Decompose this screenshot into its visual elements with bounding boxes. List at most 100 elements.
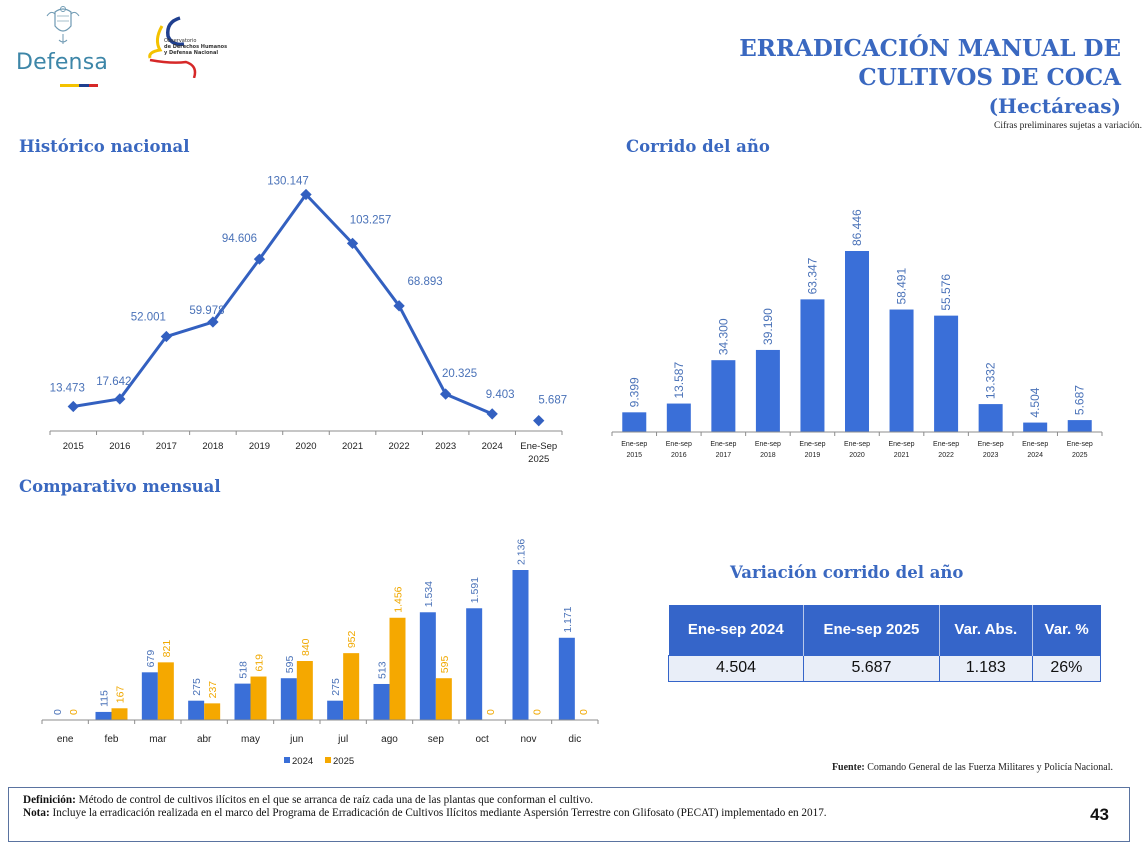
historico-x-tick-label: 2021	[342, 441, 363, 452]
historico-point-marker	[207, 316, 219, 328]
source-label: Fuente:	[831, 762, 865, 773]
mensual-bar-2024	[466, 608, 483, 720]
mensual-x-tick-label: dic	[568, 734, 581, 745]
note-text: Incluye la erradicación realizada en el …	[49, 807, 827, 819]
mensual-data-label-2025: 619	[254, 654, 266, 672]
corrido-x-tick-label: 2019	[805, 452, 821, 459]
mensual-x-tick-label: jun	[289, 734, 303, 745]
note-label: Nota:	[23, 807, 50, 819]
mensual-data-label-2025: 0	[485, 709, 497, 715]
observatorio-line-3: y Defensa Nacional	[164, 50, 219, 56]
corrido-x-tick-label: Ene-sep	[889, 441, 915, 448]
historico-x-tick-label: 2016	[109, 441, 130, 452]
variation-table-row: 4.504 5.687 1.183 26%	[667, 654, 1102, 682]
historico-x-tick-label: Ene-Sep	[520, 441, 557, 452]
historico-data-label: 59.978	[189, 305, 224, 317]
observatorio-line-1: Observatorio	[164, 38, 197, 44]
page-title-line-2: CULTIVOS DE COCA	[858, 64, 1121, 91]
value-var-abs: 1.183	[938, 654, 1033, 682]
mensual-bar-2024	[234, 683, 251, 720]
mensual-data-label-2025: 237	[207, 681, 219, 699]
historico-point-marker	[160, 330, 173, 343]
mensual-data-label-2024: 115	[99, 690, 111, 707]
defensa-logo: Defensa	[16, 4, 126, 94]
mensual-x-tick-label: nov	[520, 734, 536, 745]
corrido-data-label: 13.332	[984, 362, 998, 399]
mensual-data-label-2025: 167	[115, 686, 127, 704]
mensual-data-label-2024: 2.136	[516, 539, 528, 565]
corrido-x-tick-label: Ene-sep	[1067, 441, 1093, 448]
mensual-x-tick-label: oct	[475, 734, 489, 745]
mensual-data-label-2024: 595	[284, 656, 296, 674]
corrido-data-label: 9.399	[627, 377, 641, 407]
mensual-data-label-2024: 275	[330, 678, 342, 696]
header-ene-sep-2024: Ene-sep 2024	[668, 605, 804, 655]
colombia-flag-stripe	[60, 84, 98, 87]
historico-x-tick-label: 2022	[389, 441, 410, 452]
historico-series-line	[73, 193, 493, 416]
mensual-data-label-2025: 1.456	[393, 586, 405, 612]
source-note: Fuente: Comando General de las Fuerza Mi…	[832, 762, 1113, 773]
mensual-data-label-2024: 0	[52, 709, 64, 715]
corrido-x-tick-label: 2025	[1072, 452, 1088, 459]
mensual-bar-2025	[250, 676, 267, 720]
mensual-data-label-2024: 679	[145, 650, 157, 668]
corrido-bar	[755, 349, 780, 432]
value-var-pct: 26%	[1031, 654, 1102, 682]
mensual-x-tick-label: mar	[149, 734, 167, 745]
defensa-logo-text: Defensa	[16, 50, 109, 75]
mensual-data-label-2024: 1.171	[562, 606, 574, 632]
corrido-x-tick-label: 2016	[671, 452, 687, 459]
historico-data-label: 20.325	[442, 368, 477, 380]
header-var-pct: Var. %	[1031, 605, 1101, 655]
historico-point-marker	[393, 300, 405, 312]
mensual-bar-2024	[373, 683, 390, 720]
mensual-x-tick-label: abr	[197, 734, 212, 745]
corrido-bar	[666, 403, 691, 432]
preliminary-note: Cifras preliminares sujetas a variación.	[994, 121, 1142, 131]
coat-of-arms-icon	[46, 6, 80, 44]
historico-x-tick-label: 2024	[482, 441, 503, 452]
corrido-x-tick-label: Ene-sep	[978, 441, 1004, 448]
header-var-abs: Var. Abs.	[938, 605, 1033, 655]
mensual-bar-2025	[111, 708, 128, 720]
mensual-bar-2024	[95, 711, 112, 720]
mensual-x-tick-label: feb	[105, 734, 119, 745]
historico-point-marker	[300, 188, 312, 201]
corrido-data-label: 63.347	[805, 257, 819, 294]
mensual-bar-2025	[296, 661, 313, 720]
historico-data-label: 94.606	[222, 233, 257, 245]
mensual-x-tick-label: jul	[337, 734, 348, 745]
section-title-variacion: Variación corrido del año	[730, 563, 964, 582]
mensual-bar-2025	[343, 653, 360, 720]
mensual-bar-2024	[280, 678, 297, 720]
historico-point-marker	[67, 400, 79, 413]
corrido-bar	[934, 315, 959, 432]
corrido-data-label: 39.190	[761, 308, 775, 345]
corrido-bar	[711, 360, 736, 432]
definition-note-text: Definición: Método de control de cultivo…	[23, 794, 1023, 820]
mensual-data-label-2024: 518	[238, 661, 250, 679]
historico-x-tick-label: 2015	[63, 441, 84, 452]
header-ene-sep-2025: Ene-sep 2025	[803, 605, 940, 655]
historico-data-label: 130.147	[267, 176, 309, 188]
corrido-x-tick-label: 2020	[849, 452, 865, 459]
corrido-x-tick-label: Ene-sep	[666, 441, 692, 448]
historico-x-tick-label: 2023	[435, 441, 456, 452]
page-subtitle: (Hectáreas)	[988, 94, 1121, 118]
corrido-x-tick-label: Ene-sep	[1022, 441, 1048, 448]
historico-data-label: 17.642	[96, 376, 131, 388]
historico-data-label: 13.473	[50, 383, 85, 395]
mensual-bar-2024	[558, 637, 575, 720]
historico-x-tick-label: 2017	[156, 441, 177, 452]
mensual-data-label-2025: 0	[532, 709, 544, 715]
historico-point-marker	[439, 388, 452, 400]
corrido-data-label: 55.576	[939, 274, 953, 311]
corrido-bar	[1023, 422, 1048, 432]
mensual-bar-2024	[188, 700, 205, 720]
historico-data-label: 52.001	[131, 312, 166, 324]
historico-x-tick-label: 2025	[528, 454, 549, 465]
variation-table: Ene-sep 2024 Ene-sep 2025 Var. Abs. Var.…	[667, 605, 1102, 682]
corrido-data-label: 5.687	[1073, 385, 1087, 415]
